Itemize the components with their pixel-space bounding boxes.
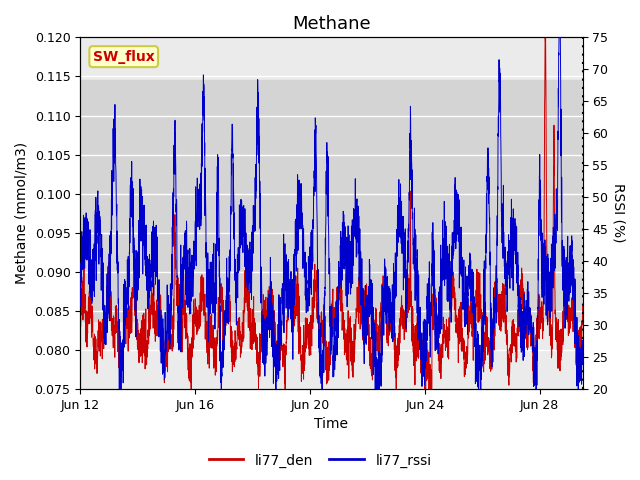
Legend: li77_den, li77_rssi: li77_den, li77_rssi — [203, 448, 437, 473]
Bar — [80, 80, 582, 321]
Y-axis label: RSSI (%): RSSI (%) — [611, 183, 625, 243]
Text: SW_flux: SW_flux — [93, 49, 155, 64]
X-axis label: Time: Time — [314, 418, 348, 432]
Y-axis label: Methane (mmol/m3): Methane (mmol/m3) — [15, 142, 29, 284]
Title: Methane: Methane — [292, 15, 371, 33]
